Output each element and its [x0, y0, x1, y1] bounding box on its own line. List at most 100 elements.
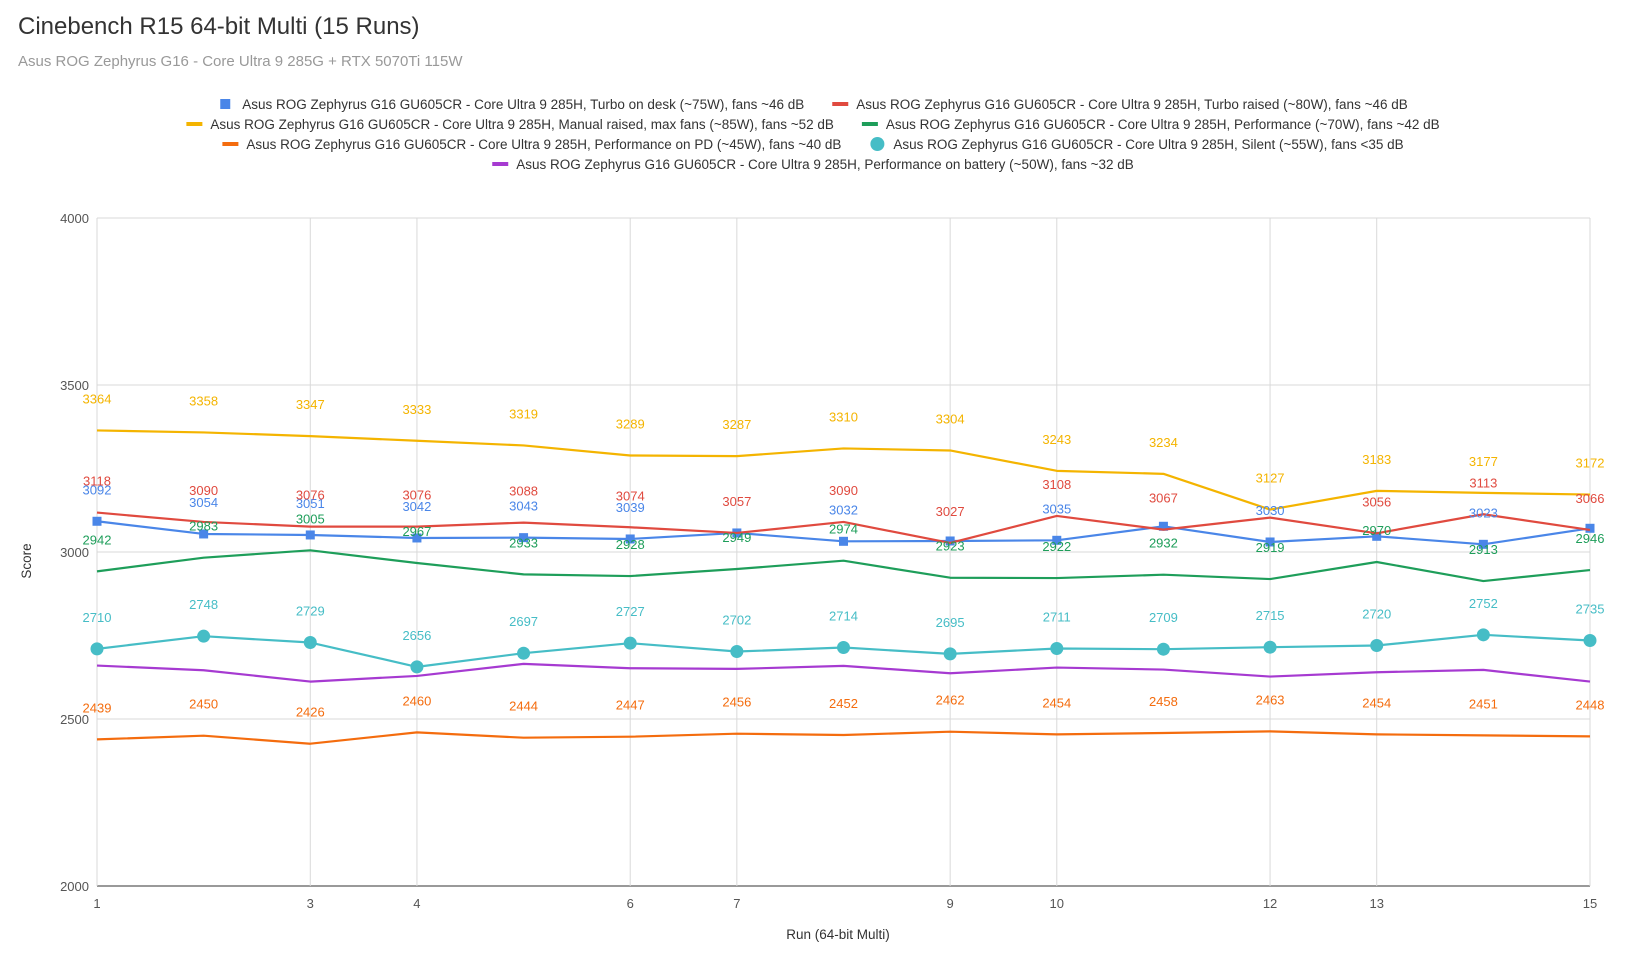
series-line-5: [96, 730, 1591, 745]
data-label: 3076: [402, 488, 431, 503]
data-label: 3183: [1362, 452, 1391, 467]
data-label: 2933: [509, 535, 538, 550]
data-label: 2710: [83, 610, 112, 625]
data-label: 3358: [189, 393, 218, 408]
data-label: 2447: [616, 698, 645, 713]
data-point: [625, 534, 635, 544]
data-label: 2970: [1362, 523, 1391, 538]
data-label: 2923: [936, 539, 965, 554]
data-point: [1052, 535, 1062, 545]
data-point: [303, 636, 317, 650]
data-label: 3054: [189, 495, 218, 510]
legend-entry: Asus ROG Zephyrus G16 GU605CR - Core Ult…: [246, 137, 841, 152]
data-label: 2946: [1576, 531, 1605, 546]
data-label: 3090: [189, 483, 218, 498]
data-label: 2919: [1256, 540, 1285, 555]
series-line-4: [96, 549, 1591, 583]
data-label: 3319: [509, 406, 538, 421]
data-label: 2735: [1576, 602, 1605, 617]
data-label: 2714: [829, 609, 858, 624]
data-label: 2932: [1149, 536, 1178, 551]
data-point: [412, 533, 422, 543]
data-label: 3090: [829, 483, 858, 498]
legend-entry: Asus ROG Zephyrus G16 GU605CR - Core Ult…: [516, 157, 1134, 172]
series-line-2: [96, 511, 1591, 545]
series-line-7: [96, 662, 1591, 683]
legend-entry: Asus ROG Zephyrus G16 GU605CR - Core Ult…: [886, 117, 1440, 132]
data-point: [945, 536, 955, 546]
data-point: [1370, 639, 1384, 653]
data-label: 2967: [402, 524, 431, 539]
x-tick-label: 1: [93, 896, 100, 911]
series-line-3: [96, 429, 1591, 511]
data-label: 3234: [1149, 435, 1178, 450]
data-point: [1263, 640, 1277, 654]
data-point: [1585, 523, 1595, 533]
data-label: 3118: [83, 474, 111, 489]
legend-entry: Asus ROG Zephyrus G16 GU605CR - Core Ult…: [893, 137, 1403, 152]
legend-swatch: [492, 162, 509, 166]
x-tick-label: 6: [627, 896, 634, 911]
legend-swatch: [870, 137, 885, 151]
data-label: 2656: [402, 628, 431, 643]
legend-entry: Asus ROG Zephyrus G16 GU605CR - Core Ult…: [856, 97, 1407, 112]
data-label: 2752: [1469, 596, 1498, 611]
y-tick-label: 4000: [60, 211, 89, 226]
data-label: 3287: [722, 417, 751, 432]
x-tick-label: 10: [1050, 896, 1064, 911]
data-label: 3113: [1469, 475, 1497, 490]
x-tick-label: 7: [733, 896, 740, 911]
data-label: 2715: [1256, 608, 1285, 623]
data-point: [1265, 537, 1275, 547]
data-label: 3310: [829, 409, 858, 424]
data-label: 2729: [296, 604, 325, 619]
x-axis-label: Run (64-bit Multi): [786, 927, 890, 942]
data-label: 2913: [1469, 542, 1498, 557]
legend-swatch: [220, 99, 231, 109]
data-label: 2711: [1043, 610, 1071, 625]
data-label: 2697: [509, 614, 538, 629]
data-label: 3304: [936, 411, 965, 426]
data-point: [1156, 642, 1170, 656]
data-point: [305, 530, 315, 540]
data-label: 2451: [1469, 696, 1498, 711]
data-label: 2452: [829, 696, 858, 711]
chart-subtitle: Asus ROG Zephyrus G16 - Core Ultra 9 285…: [18, 53, 463, 70]
data-label: 3051: [296, 496, 325, 511]
data-label: 3042: [402, 499, 431, 514]
legend-entry: Asus ROG Zephyrus G16 GU605CR - Core Ult…: [210, 117, 834, 132]
x-tick-label: 13: [1369, 896, 1383, 911]
x-tick-label: 3: [307, 896, 314, 911]
data-label: 3074: [616, 488, 645, 503]
x-tick-label: 4: [413, 896, 420, 911]
data-point: [1583, 634, 1597, 648]
data-point: [1050, 642, 1064, 656]
data-point: [1158, 521, 1168, 531]
data-label: 2949: [722, 530, 751, 545]
data-labels-layer: 3092 3054 3051 3042 3043 3039 3032 3035 3030 3023…: [83, 391, 1605, 719]
y-tick-label: 3000: [60, 545, 89, 560]
legend-entry: Asus ROG Zephyrus G16 GU605CR - Core Ult…: [242, 97, 804, 112]
data-label: 3364: [83, 391, 112, 406]
data-label: 2458: [1149, 694, 1178, 709]
y-tick-label: 2500: [60, 712, 89, 727]
data-label: 3043: [509, 499, 538, 514]
data-point: [519, 533, 529, 543]
legend-swatch: [222, 142, 239, 146]
data-label: 3127: [1256, 471, 1285, 486]
data-label: 2462: [936, 693, 965, 708]
data-label: 3243: [1042, 432, 1071, 447]
data-label: 2426: [296, 705, 325, 720]
data-label: 3108: [1042, 477, 1071, 492]
data-label: 2709: [1149, 610, 1178, 625]
data-label: 2928: [616, 537, 645, 552]
data-label: 2444: [509, 699, 538, 714]
grid: [96, 217, 1591, 887]
data-point: [517, 646, 531, 660]
data-label: 2456: [722, 695, 751, 710]
data-label: 3088: [509, 484, 538, 499]
data-label: 2727: [616, 604, 645, 619]
chart-title: Cinebench R15 64-bit Multi (15 Runs): [18, 13, 420, 40]
data-label: 2454: [1042, 695, 1071, 710]
